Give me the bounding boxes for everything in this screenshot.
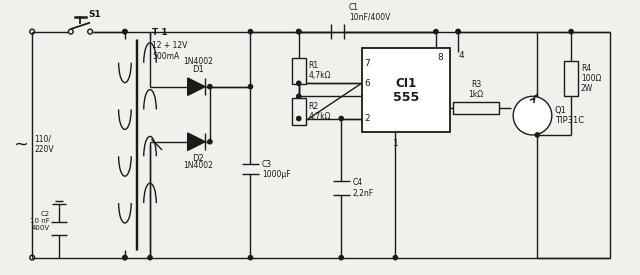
Text: 2: 2 [364, 114, 370, 123]
Circle shape [393, 255, 397, 260]
Circle shape [123, 29, 127, 34]
Text: ~: ~ [13, 136, 28, 154]
Circle shape [456, 29, 460, 34]
Text: Q1
TIP31C: Q1 TIP31C [555, 106, 584, 125]
Text: 12 + 12V
500mA: 12 + 12V 500mA [152, 41, 188, 61]
Circle shape [248, 255, 253, 260]
Bar [564, 60, 578, 96]
Text: 110/
220V: 110/ 220V [34, 135, 54, 154]
Bar [292, 98, 305, 125]
Circle shape [123, 29, 127, 34]
Text: 4: 4 [458, 51, 464, 60]
Circle shape [296, 116, 301, 121]
Text: R1
4,7kΩ: R1 4,7kΩ [308, 61, 331, 80]
Bar [453, 102, 499, 114]
Text: D2: D2 [193, 154, 204, 163]
Circle shape [208, 84, 212, 89]
Circle shape [296, 81, 301, 86]
Circle shape [248, 29, 253, 34]
Circle shape [123, 255, 127, 260]
Text: D1: D1 [193, 65, 204, 74]
Text: R4
100Ω
2W: R4 100Ω 2W [580, 64, 601, 93]
Circle shape [148, 255, 152, 260]
Circle shape [339, 255, 344, 260]
Circle shape [208, 140, 212, 144]
Circle shape [296, 94, 301, 98]
Text: 6: 6 [364, 79, 370, 88]
Bar [292, 58, 305, 84]
Bar [362, 48, 451, 132]
Circle shape [569, 29, 573, 34]
Circle shape [513, 96, 552, 135]
Text: CI1: CI1 [396, 77, 417, 90]
Text: C1
10nF/400V: C1 10nF/400V [349, 2, 390, 22]
Text: 1: 1 [392, 139, 398, 148]
Circle shape [248, 84, 253, 89]
Text: 1N4002: 1N4002 [184, 57, 213, 66]
Text: T 1: T 1 [152, 28, 168, 37]
Text: C4
2,2nF: C4 2,2nF [353, 178, 374, 198]
Circle shape [296, 29, 301, 34]
Circle shape [339, 116, 344, 121]
Text: C2
10 nF
400V: C2 10 nF 400V [30, 211, 49, 231]
Text: R3
1kΩ: R3 1kΩ [468, 80, 484, 99]
Circle shape [123, 255, 127, 260]
Text: 8: 8 [438, 53, 444, 62]
Polygon shape [188, 133, 205, 150]
Polygon shape [188, 78, 205, 95]
Text: 555: 555 [393, 91, 419, 104]
Circle shape [456, 29, 460, 34]
Circle shape [434, 29, 438, 34]
Text: R2
4,7kΩ: R2 4,7kΩ [308, 102, 331, 122]
Text: 1N4002: 1N4002 [184, 161, 213, 170]
Text: C3
1000μF: C3 1000μF [262, 160, 291, 179]
Text: 7: 7 [364, 59, 370, 68]
Text: S1: S1 [88, 10, 101, 19]
Circle shape [535, 133, 540, 137]
Circle shape [296, 29, 301, 34]
Text: 3: 3 [452, 103, 458, 112]
